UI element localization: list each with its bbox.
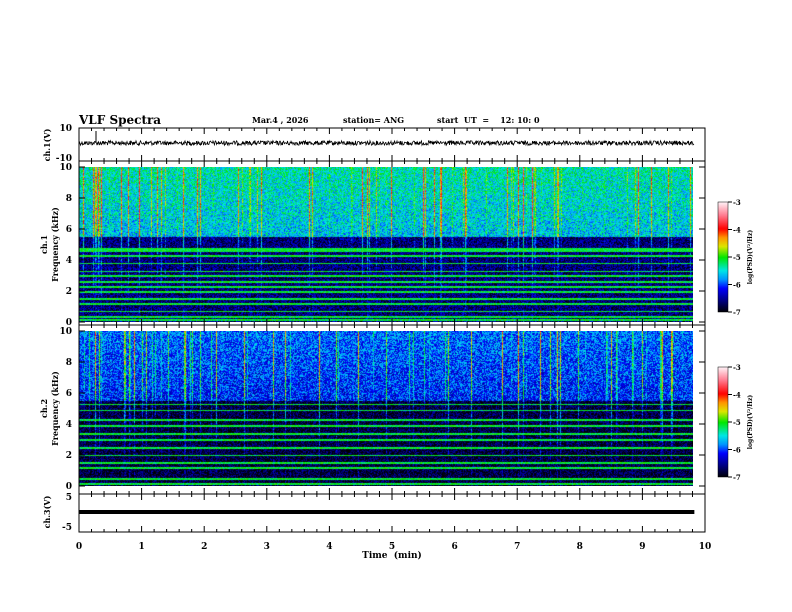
ch2-spectrogram-image bbox=[79, 331, 693, 486]
y-label-frequency: Frequency (kHz) bbox=[50, 207, 60, 282]
y-label-channel: ch.2 bbox=[39, 399, 49, 418]
y-tick-label: 8 bbox=[66, 358, 72, 368]
figure-title: VLF Spectra bbox=[78, 113, 161, 127]
y-tick-label: 2 bbox=[66, 287, 72, 297]
colorbar-tick-label: -7 bbox=[733, 308, 741, 317]
ch1-spectrogram-image bbox=[79, 167, 693, 322]
x-tick-label: 7 bbox=[514, 542, 520, 552]
ch2-colorbar bbox=[718, 367, 728, 477]
colorbar-tick-label: -5 bbox=[733, 253, 741, 262]
y-tick-label: 10 bbox=[59, 163, 72, 173]
x-tick-label: 0 bbox=[76, 542, 82, 552]
y-tick-label: 10 bbox=[59, 124, 72, 134]
colorbar-frame bbox=[717, 201, 729, 313]
colorbar-tick-label: -4 bbox=[733, 226, 741, 235]
y-tick-label: -10 bbox=[56, 154, 72, 164]
colorbar-tick-label: -3 bbox=[733, 198, 741, 207]
colorbar-label: log(PSD)(V²/Hz) bbox=[747, 230, 754, 285]
station-label: station= ANG bbox=[343, 115, 404, 125]
colorbar-tick-label: -5 bbox=[733, 418, 741, 427]
start-ut-label: start UT = 12: 10: 0 bbox=[437, 115, 540, 125]
colorbar-tick-label: -3 bbox=[733, 363, 741, 372]
ch1-waveform-line bbox=[78, 139, 695, 147]
x-tick-label: 8 bbox=[577, 542, 583, 552]
y-tick-label: 2 bbox=[66, 451, 72, 461]
colorbar-tick-label: -6 bbox=[733, 446, 741, 455]
colorbar-frame bbox=[717, 366, 729, 478]
x-axis-label: Time (min) bbox=[362, 550, 422, 561]
x-tick-label: 4 bbox=[326, 542, 332, 552]
ch1-colorbar bbox=[718, 202, 728, 312]
x-tick-label: 6 bbox=[451, 542, 457, 552]
y-tick-label: 4 bbox=[66, 420, 72, 430]
colorbar-tick-label: -6 bbox=[733, 281, 741, 290]
colorbar-label: log(PSD)(V²/Hz) bbox=[747, 395, 754, 450]
x-tick-label: 3 bbox=[264, 542, 270, 552]
y-label-channel: ch.1 bbox=[39, 235, 49, 254]
y-tick-label: 6 bbox=[66, 225, 72, 235]
colorbar-tick-label: -7 bbox=[733, 473, 741, 482]
colorbar-tick-label: -4 bbox=[733, 391, 741, 400]
y-tick-label: 4 bbox=[66, 256, 72, 266]
y-tick-label: 10 bbox=[59, 327, 72, 337]
x-tick-label: 10 bbox=[699, 542, 712, 552]
ch3-y-label: ch.3(V) bbox=[42, 495, 52, 528]
y-tick-label: -5 bbox=[62, 523, 72, 533]
x-tick-label: 9 bbox=[639, 542, 645, 552]
x-tick-label: 1 bbox=[138, 542, 144, 552]
y-tick-label: 5 bbox=[66, 493, 72, 503]
y-tick-label: 0 bbox=[66, 482, 72, 492]
panel-frame-2 bbox=[78, 160, 706, 326]
y-tick-label: 8 bbox=[66, 194, 72, 204]
ch1-y-label: ch.1(V) bbox=[42, 128, 52, 161]
x-tick-label: 5 bbox=[389, 542, 395, 552]
x-tick-label: 2 bbox=[201, 542, 207, 552]
y-tick-label: 0 bbox=[66, 318, 72, 328]
y-tick-label: 6 bbox=[66, 389, 72, 399]
y-label-frequency: Frequency (kHz) bbox=[50, 371, 60, 446]
date-label: Mar.4 , 2026 bbox=[252, 115, 309, 125]
panel-frame-3 bbox=[78, 324, 706, 495]
